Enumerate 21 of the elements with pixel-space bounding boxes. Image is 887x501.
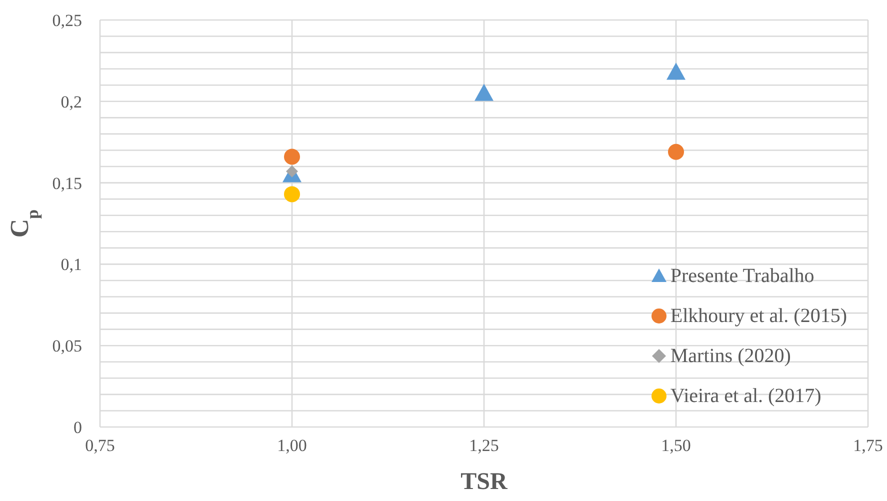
x-tick-label: 1,25 xyxy=(469,436,499,456)
point xyxy=(284,186,300,202)
y-tick-label: 0,15 xyxy=(52,174,82,193)
legend-label: Elkhoury et al. (2015) xyxy=(670,304,847,329)
x-tick-label: 1,75 xyxy=(853,436,883,456)
x-tick-label: 0,75 xyxy=(85,436,115,456)
y-tick-label: 0,2 xyxy=(60,92,82,112)
y-tick-label: 0,25 xyxy=(52,11,82,30)
y-tick-label: 0,1 xyxy=(60,255,82,274)
x-axis-title: TSR xyxy=(460,469,508,495)
point xyxy=(666,62,686,80)
legend-label: Presente Trabalho xyxy=(670,264,814,289)
point xyxy=(284,148,300,165)
point xyxy=(668,144,684,160)
y-tick-label: 0,05 xyxy=(52,336,82,356)
legend-label: Vieira et al. (2017) xyxy=(670,384,822,409)
legend-label: Martins (2020) xyxy=(670,344,791,369)
x-tick-label: 1,00 xyxy=(277,436,307,456)
point xyxy=(474,84,494,101)
y-tick-label: 0 xyxy=(74,418,82,438)
x-tick-label: 1,50 xyxy=(661,436,691,456)
